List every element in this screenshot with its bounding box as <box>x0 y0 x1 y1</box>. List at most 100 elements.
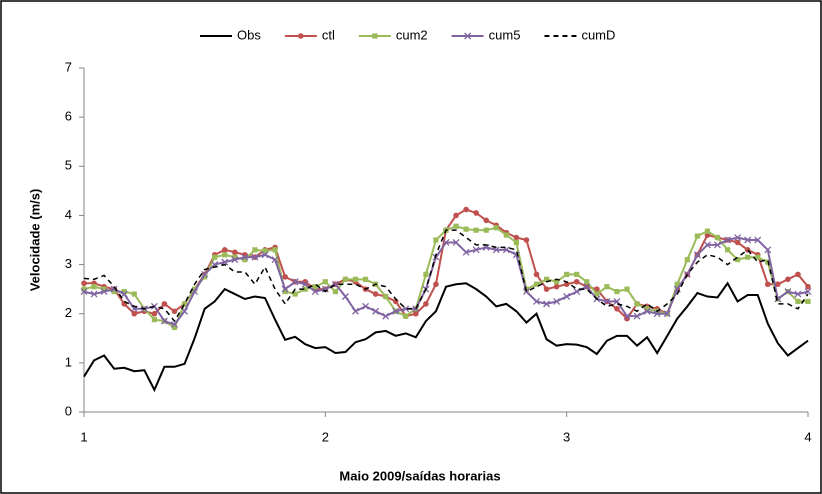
data-point <box>442 238 450 246</box>
data-point <box>453 223 459 229</box>
legend-marker <box>372 33 378 39</box>
data-point <box>693 251 701 259</box>
data-point <box>272 247 278 253</box>
data-point <box>453 212 459 219</box>
data-point <box>392 307 400 315</box>
data-point <box>573 288 581 296</box>
data-point <box>794 290 802 298</box>
data-point <box>614 289 620 295</box>
data-point <box>452 238 460 246</box>
legend-label: ctl <box>322 27 335 42</box>
legend-label: Obs <box>237 27 261 42</box>
data-point <box>564 271 570 277</box>
data-point <box>714 241 721 249</box>
data-point <box>412 305 420 313</box>
legend-marker <box>464 32 472 40</box>
data-point <box>703 241 711 249</box>
data-point <box>362 302 370 310</box>
data-point <box>171 321 178 328</box>
data-point <box>623 312 631 320</box>
data-point <box>413 310 419 317</box>
data-point <box>584 279 590 285</box>
data-point <box>171 324 178 331</box>
data-point <box>281 285 289 293</box>
data-point <box>282 289 288 295</box>
data-point <box>101 286 107 292</box>
data-point <box>202 274 208 280</box>
data-point <box>261 251 269 259</box>
data-point <box>674 281 680 287</box>
data-point <box>231 256 239 264</box>
data-point <box>512 251 520 259</box>
data-point <box>302 286 308 292</box>
data-point <box>342 276 349 282</box>
data-point <box>805 283 811 290</box>
data-point <box>362 276 369 282</box>
data-point <box>734 239 741 246</box>
data-point <box>321 285 329 293</box>
data-point <box>151 310 158 317</box>
data-point <box>81 280 87 287</box>
data-point <box>553 283 560 290</box>
data-point <box>643 307 651 315</box>
y-tick-label: 1 <box>65 354 72 369</box>
data-point <box>644 306 650 312</box>
data-point <box>634 301 640 307</box>
data-point <box>744 236 752 244</box>
data-point <box>81 286 87 292</box>
data-point <box>663 310 671 318</box>
data-point <box>603 297 611 305</box>
legend-label: cum5 <box>489 27 521 42</box>
data-point <box>492 246 500 254</box>
data-point <box>734 234 742 242</box>
data-point <box>462 248 470 256</box>
data-point <box>604 284 610 290</box>
data-point <box>805 298 811 305</box>
data-point <box>121 289 127 295</box>
data-point <box>181 307 189 315</box>
data-point <box>110 285 118 293</box>
legend-label: cumD <box>581 27 615 42</box>
data-point <box>341 293 349 300</box>
data-point <box>100 288 108 296</box>
data-point <box>111 289 117 295</box>
data-point <box>372 291 379 297</box>
data-point <box>403 313 409 319</box>
data-point <box>322 279 328 285</box>
data-point <box>131 310 138 317</box>
data-point <box>352 307 359 315</box>
data-point <box>221 247 228 253</box>
data-point <box>795 271 801 278</box>
data-point <box>563 293 571 300</box>
data-point <box>483 227 489 233</box>
data-point <box>745 254 751 260</box>
data-point <box>764 281 771 288</box>
x-tick-label: 2 <box>322 429 329 444</box>
data-point <box>160 317 168 325</box>
data-point <box>252 247 258 253</box>
x-tick-label: 4 <box>804 429 811 444</box>
data-point <box>553 297 561 305</box>
data-point <box>222 252 228 258</box>
data-point <box>473 227 479 233</box>
data-point <box>724 247 731 253</box>
y-tick-label: 5 <box>65 158 72 173</box>
data-point <box>785 276 791 283</box>
data-point <box>714 234 721 241</box>
y-tick-label: 7 <box>65 59 72 74</box>
y-tick-label: 4 <box>65 207 72 222</box>
data-point <box>533 271 540 278</box>
data-point <box>594 286 600 292</box>
data-point <box>613 297 621 305</box>
data-point <box>201 270 209 278</box>
data-point <box>423 271 429 277</box>
data-point <box>332 289 338 295</box>
y-tick-label: 3 <box>65 256 72 271</box>
data-point <box>724 236 732 244</box>
data-point <box>241 253 249 261</box>
data-point <box>573 278 580 285</box>
data-point <box>704 228 711 234</box>
data-point <box>554 279 560 285</box>
data-point <box>795 298 801 305</box>
data-point <box>473 210 479 216</box>
